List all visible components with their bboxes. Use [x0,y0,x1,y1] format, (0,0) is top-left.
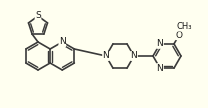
Text: N: N [157,64,163,73]
Text: CH₃: CH₃ [176,22,192,31]
Text: N: N [157,39,163,48]
Text: N: N [131,52,137,60]
Text: S: S [35,11,41,20]
Text: N: N [59,37,66,47]
Text: N: N [103,52,109,60]
Text: O: O [176,31,182,40]
